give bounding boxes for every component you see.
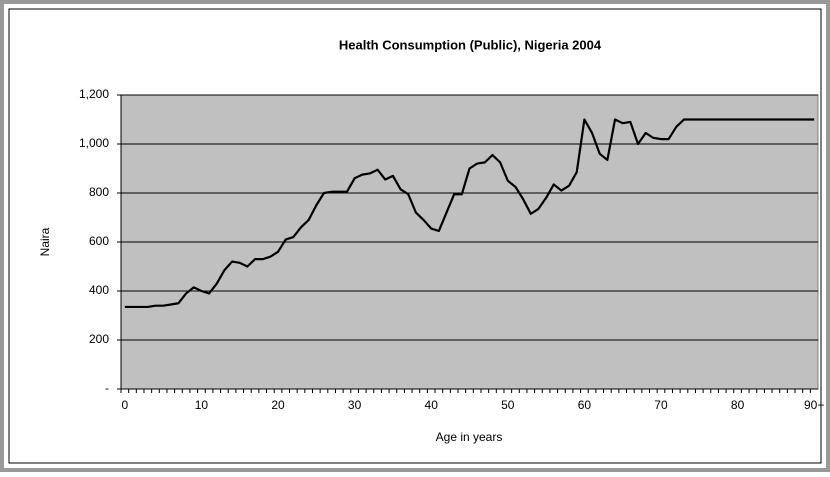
chart-title: Health Consumption (Public), Nigeria 200… <box>339 37 602 52</box>
x-tick-label: 70 <box>654 398 668 412</box>
y-tick-label: 400 <box>89 283 109 297</box>
x-tick-label: 10 <box>195 398 209 412</box>
x-tick-label: 30 <box>348 398 362 412</box>
y-tick-label: - <box>105 381 109 395</box>
y-tick-label: 800 <box>89 185 109 199</box>
x-tick-label: 50 <box>501 398 515 412</box>
y-tick-label: 1,200 <box>79 87 109 101</box>
x-tick-label: 90+ <box>804 398 824 412</box>
x-tick-label: 80 <box>731 398 745 412</box>
x-axis-label: Age in years <box>436 430 503 444</box>
x-tick-label: 20 <box>271 398 285 412</box>
y-tick-label: 1,000 <box>79 136 109 150</box>
data-line <box>124 118 815 309</box>
y-axis-label: Naira <box>38 227 52 256</box>
y-tick-label: 200 <box>89 332 109 346</box>
x-tick-label: 0 <box>121 398 128 412</box>
y-tick-label: 600 <box>89 234 109 248</box>
x-tick-label: 60 <box>578 398 592 412</box>
x-tick-label: 40 <box>425 398 439 412</box>
